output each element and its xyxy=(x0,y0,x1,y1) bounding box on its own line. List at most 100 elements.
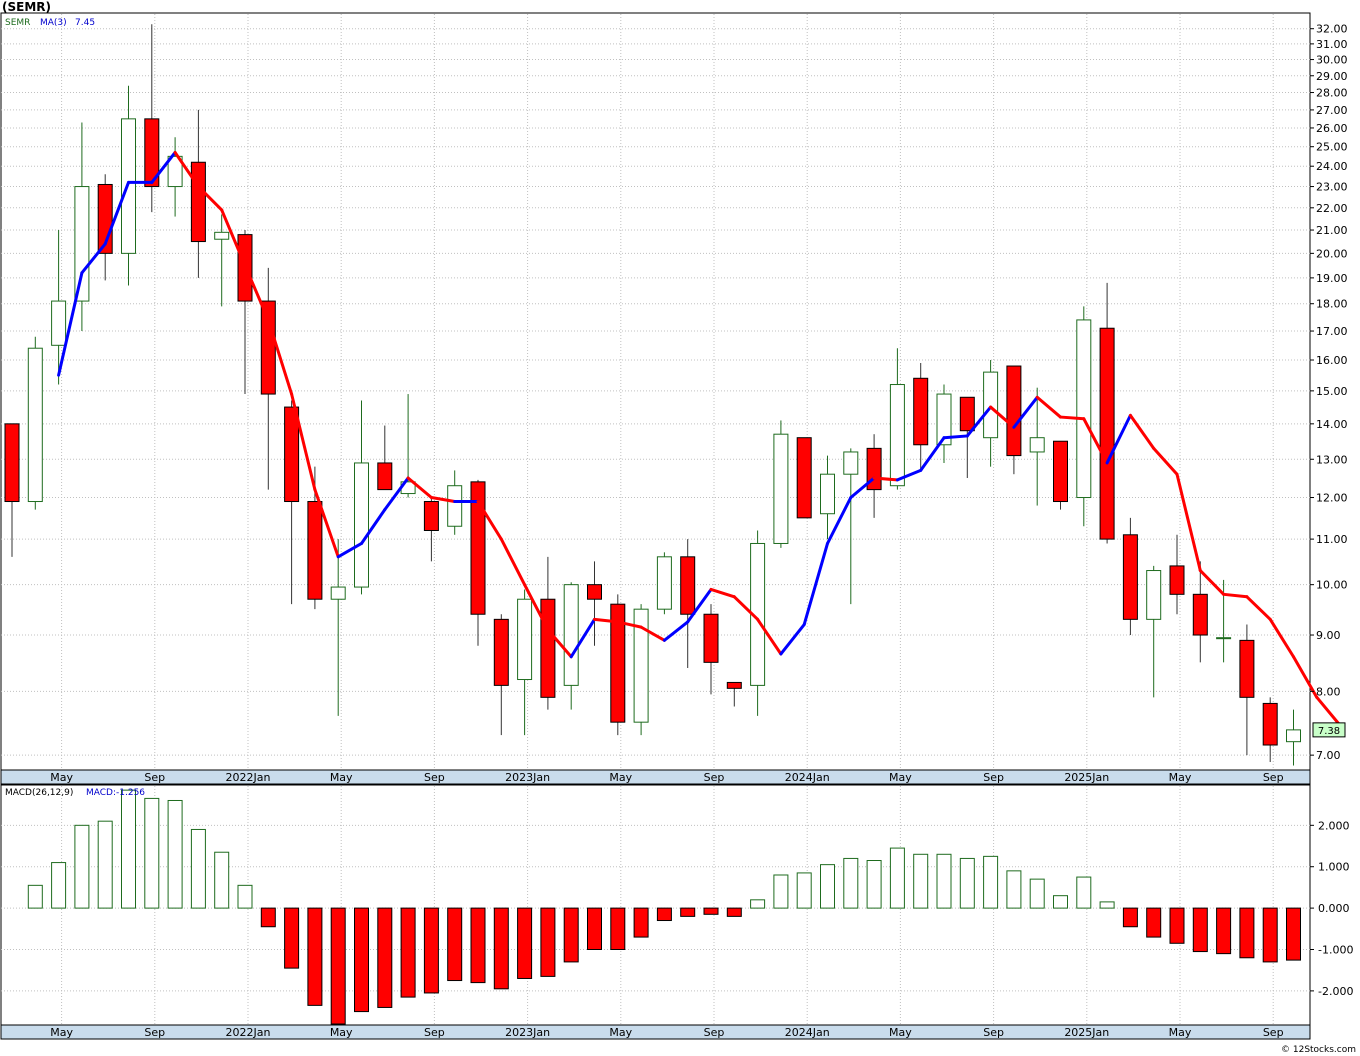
candle-body-down xyxy=(610,603,626,723)
candle-body-up xyxy=(354,462,369,588)
ma-segment xyxy=(919,436,946,472)
candle-body-down xyxy=(1262,702,1278,746)
price-x-tick-label: Sep xyxy=(1263,771,1284,784)
macd-y-tick-label: 0.000 xyxy=(1318,902,1350,915)
macd-legend-value: MACD:-1.256 xyxy=(86,788,145,798)
macd-bar-negative xyxy=(610,907,626,950)
price-y-tick-label: 31.00 xyxy=(1316,38,1348,51)
ma-segment xyxy=(429,496,457,504)
macd-bar-positive xyxy=(1053,895,1068,909)
ma-segment xyxy=(80,242,107,275)
macd-bar-negative xyxy=(680,907,696,917)
candle-body-down xyxy=(540,598,556,698)
price-y-tick-label: 26.00 xyxy=(1316,122,1348,135)
ma-segment xyxy=(965,405,993,438)
macd-y-tick-label: 2.000 xyxy=(1318,819,1350,832)
macd-x-axis-band xyxy=(0,1024,1311,1040)
price-x-tick-label: Sep xyxy=(424,771,445,784)
macd-bar-positive xyxy=(51,862,67,909)
ma-segment xyxy=(639,625,666,642)
macd-bar-positive xyxy=(773,874,789,909)
candle-body-down xyxy=(4,423,20,503)
price-y-tick-label: 13.00 xyxy=(1316,453,1348,466)
symbol-label: SEMR xyxy=(5,18,30,28)
price-x-tick-label: May xyxy=(1169,771,1192,784)
ma-segment xyxy=(1082,417,1109,465)
candle-body-up xyxy=(214,231,230,240)
macd-bar-negative xyxy=(1192,907,1208,953)
price-y-tick-label: 23.00 xyxy=(1316,181,1348,194)
candle-body-down xyxy=(1099,327,1115,540)
macd-bar-positive xyxy=(27,884,43,909)
price-y-tick-label: 9.00 xyxy=(1316,629,1341,642)
candle-body-down xyxy=(377,462,393,491)
price-y-tick-label: 14.00 xyxy=(1316,418,1348,431)
price-y-tick-label: 8.00 xyxy=(1316,685,1341,698)
price-x-tick-label: May xyxy=(50,771,73,784)
macd-bar-negative xyxy=(656,907,672,922)
macd-bar-negative xyxy=(540,907,556,977)
candle-body-down xyxy=(493,618,509,686)
ma-segment xyxy=(942,434,969,440)
macd-bar-positive xyxy=(889,847,905,909)
price-y-tick-label: 21.00 xyxy=(1316,224,1348,237)
macd-x-tick-label: 2024Jan xyxy=(785,1026,830,1039)
ma-segment xyxy=(1175,472,1202,573)
price-x-tick-label: 2024Jan xyxy=(785,771,830,784)
price-y-tick-label: 27.00 xyxy=(1316,104,1348,117)
price-y-axis: 7.00 8.00 9.00 10.00 11.00 12.00 13.00 14.00 15.… xyxy=(1310,23,1348,762)
macd-bar-negative xyxy=(354,907,369,1013)
macd-bar-positive xyxy=(820,864,835,909)
candle-body-down xyxy=(1006,365,1022,457)
ma-segment xyxy=(872,476,899,482)
price-y-tick-label: 32.00 xyxy=(1316,23,1348,36)
candle-body-down xyxy=(1192,593,1208,636)
candle-body-down xyxy=(959,396,975,432)
ma-segment xyxy=(173,150,200,189)
macd-bar-positive xyxy=(74,824,90,909)
macd-bar-negative xyxy=(587,907,602,950)
price-x-tick-label: May xyxy=(330,771,353,784)
candle-body-down xyxy=(703,613,719,663)
candle-body-up xyxy=(983,371,999,439)
price-y-tick-label: 22.00 xyxy=(1316,202,1348,215)
macd-x-tick-label: Sep xyxy=(983,1026,1004,1039)
candle-body-down xyxy=(284,406,300,503)
ma-segment xyxy=(1059,415,1086,421)
price-x-axis: May Sep 2022Jan May Sep 2023Jan May Sep 2024Jan M… xyxy=(50,771,1283,784)
candle-body-down xyxy=(260,300,276,395)
ma-segment xyxy=(826,496,853,545)
macd-bar-positive xyxy=(167,799,183,909)
macd-x-tick-label: May xyxy=(1169,1026,1192,1039)
price-y-tick-label: 12.00 xyxy=(1316,492,1348,505)
price-x-tick-label: May xyxy=(609,771,632,784)
macd-bar-positive xyxy=(959,857,975,909)
macd-y-tick-label: 1.000 xyxy=(1318,861,1350,874)
ma-segment xyxy=(360,508,387,545)
price-y-tick-label: 18.00 xyxy=(1316,298,1348,311)
macd-bar-positive xyxy=(1029,878,1045,909)
macd-bar-negative xyxy=(470,907,486,984)
macd-x-tick-label: 2025Jan xyxy=(1064,1026,1109,1039)
candle-body-down xyxy=(470,481,486,615)
candle-body-up xyxy=(820,473,835,515)
moving-average-line xyxy=(57,150,1342,727)
price-x-axis-band xyxy=(0,769,1311,785)
watermark: © 12Stocks.com xyxy=(1281,1045,1356,1055)
macd-bar-positive xyxy=(190,828,206,909)
ma-segment xyxy=(895,468,923,482)
price-y-tick-label: 30.00 xyxy=(1316,54,1348,67)
macd-bar-positive xyxy=(121,789,136,909)
candle-body-up xyxy=(1076,319,1092,499)
candle-body-down xyxy=(1169,565,1185,595)
price-x-tick-label: 2022Jan xyxy=(226,771,271,784)
candle-body-up xyxy=(843,451,859,475)
macd-bar-positive xyxy=(866,860,882,909)
candlestick-series xyxy=(4,24,1301,766)
candle-body-down xyxy=(144,118,160,188)
candle-body-down xyxy=(796,437,812,519)
candle-body-down xyxy=(1053,440,1068,503)
macd-bar-negative xyxy=(377,907,393,1008)
macd-x-tick-label: May xyxy=(609,1026,632,1039)
candle-body-down xyxy=(1239,639,1255,698)
